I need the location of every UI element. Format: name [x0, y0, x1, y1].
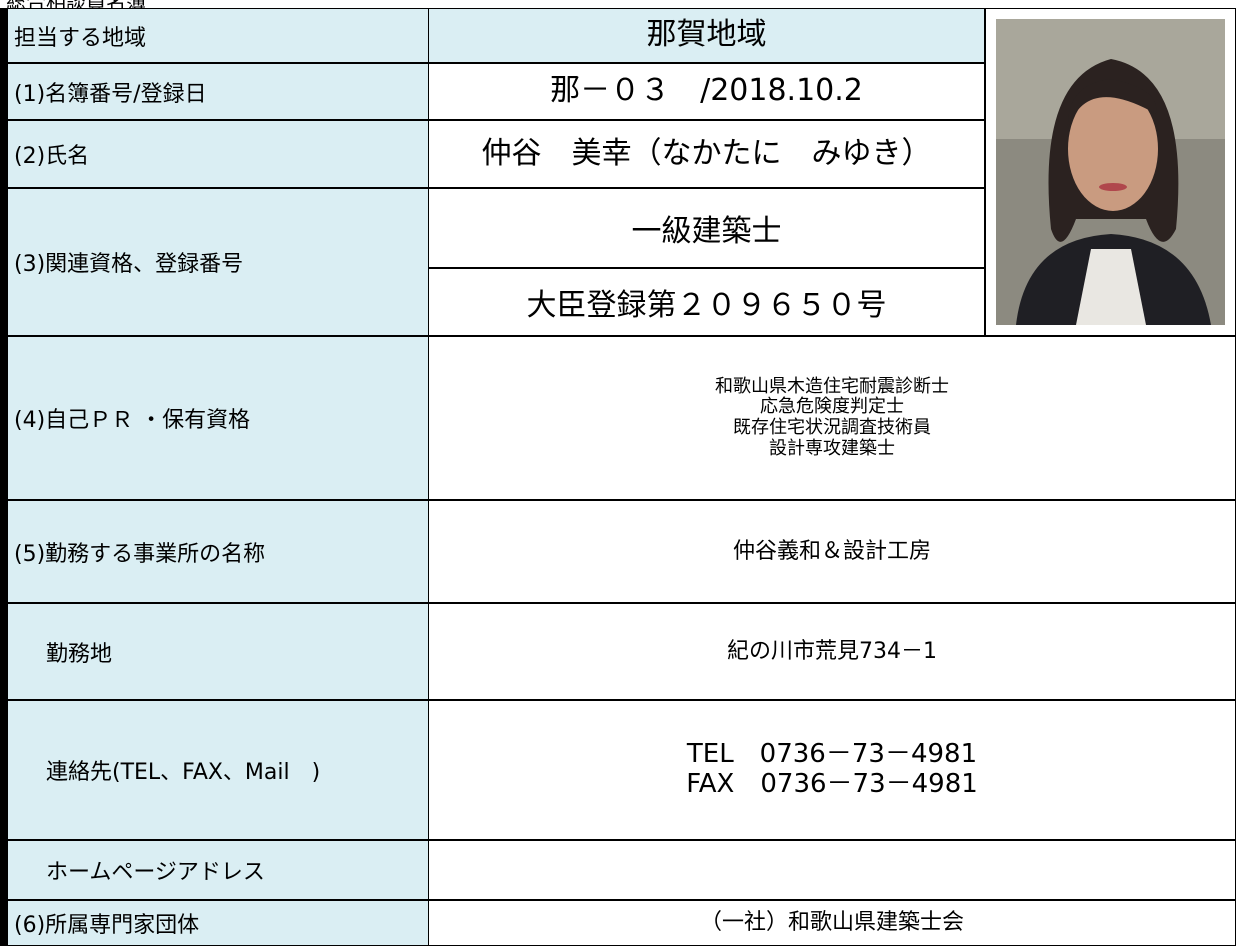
value-line: 応急危険度判定士: [760, 396, 904, 418]
value-text: 那賀地域: [646, 17, 767, 53]
row-value: TEL 0736－73－4981 FAX 0736－73－4981: [428, 700, 1236, 840]
value-text: 那－０３ /2018.10.2: [550, 73, 863, 109]
row-label: (2)氏名: [0, 120, 429, 188]
row-value: [428, 840, 1236, 900]
row-label: (3)関連資格、登録番号: [0, 188, 429, 336]
row-label: 勤務地: [0, 603, 429, 700]
row-value: 一級建築士: [428, 188, 985, 268]
row-label: (6)所属専門家団体: [0, 900, 429, 946]
value-text: 一級建築士: [631, 214, 782, 249]
row-label: (5)勤務する事業所の名称: [0, 500, 429, 603]
row-value: （一社）和歌山県建築士会: [428, 900, 1236, 946]
value-line: TEL 0736－73－4981: [686, 739, 978, 770]
value-text: 仲谷 美幸（なかたに みゆき）: [481, 135, 932, 171]
row-value: 仲谷 美幸（なかたに みゆき）: [428, 120, 985, 188]
value-text: 仲谷義和＆設計工房: [732, 538, 931, 564]
row-label: 担当する地域: [0, 8, 429, 63]
value-line: FAX 0736－73－4981: [686, 769, 978, 799]
value-text: （一社）和歌山県建築士会: [699, 910, 964, 936]
row-label: ホームページアドレス: [0, 840, 429, 900]
row-value: 大臣登録第２０９６５０号: [428, 268, 985, 336]
row-label: (1)名簿番号/登録日: [0, 63, 429, 120]
value-text: 紀の川市荒見734－1: [727, 638, 937, 664]
row-value: 和歌山県木造住宅耐震診断士 応急危険度判定士 既存住宅状況調査技術員 設計専攻建築士: [428, 336, 1236, 500]
row-value: 那賀地域: [428, 8, 985, 63]
value-line: 設計専攻建築士: [769, 437, 895, 459]
value-text: 大臣登録第２０９６５０号: [526, 288, 887, 323]
photo: [996, 19, 1225, 325]
photo-cell: [985, 8, 1236, 336]
value-line: 和歌山県木造住宅耐震診断士: [715, 375, 949, 397]
value-line: 既存住宅状況調査技術員: [733, 417, 931, 438]
row-value: 那－０３ /2018.10.2: [428, 63, 985, 120]
row-label: 連絡先(TEL、FAX、Mail ): [0, 700, 429, 840]
row-value: 紀の川市荒見734－1: [428, 603, 1236, 700]
row-value: 仲谷義和＆設計工房: [428, 500, 1236, 603]
row-label: (4)自己ＰＲ ・保有資格: [0, 336, 429, 500]
